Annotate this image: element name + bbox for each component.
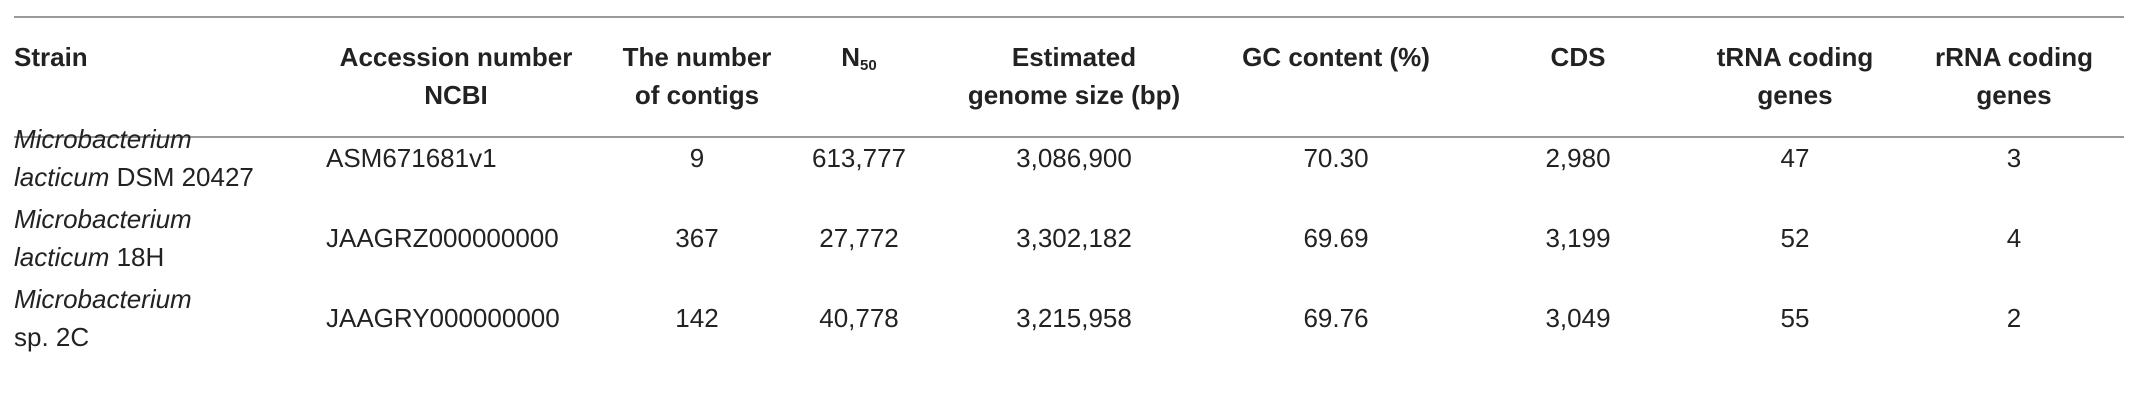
data-cell: 3,199 [1545, 223, 1611, 253]
data-cell: 40,778 [819, 303, 899, 333]
data-cell: 142 [675, 303, 719, 333]
header-cell: tRNA coding genes [1717, 38, 1873, 114]
header-cell: Accession number NCBI [340, 38, 573, 114]
strain-cell: Microbacterium lacticum DSM 20427 [14, 120, 254, 196]
strain-label: 18H [116, 242, 165, 272]
data-cell: 3,302,182 [1016, 223, 1132, 253]
strain-genus: Microbacterium [14, 124, 192, 154]
strain-label: sp. 2C [14, 322, 90, 352]
strain-genus: Microbacterium [14, 204, 192, 234]
header-line: GC content (%) [1242, 42, 1430, 72]
data-cell: 367 [675, 223, 719, 253]
strain-cell: Microbacterium sp. 2C [14, 280, 192, 356]
data-cell: JAAGRZ000000000 [326, 223, 559, 253]
strain-genus: lacticum [14, 162, 110, 192]
header-subscript: 50 [860, 57, 877, 74]
data-cell: 3,049 [1545, 303, 1611, 333]
header-cell: The number of contigs [623, 38, 772, 114]
header-line: Strain [14, 42, 88, 72]
header-cell: Strain [14, 38, 88, 76]
data-cell: 55 [1780, 303, 1810, 333]
data-cell: 4 [2006, 223, 2022, 253]
header-cell: Estimated genome size (bp) [968, 38, 1180, 114]
strain-label: DSM 20427 [116, 162, 254, 192]
data-cell: 52 [1780, 223, 1810, 253]
data-cell: 69.76 [1303, 303, 1369, 333]
header-line: CDS [1550, 42, 1606, 72]
header-line: NCBI [424, 80, 488, 110]
header-line: genome size (bp) [967, 80, 1181, 110]
data-cell: 613,777 [812, 143, 906, 173]
header-rule [14, 136, 2124, 138]
header-text: N [841, 42, 861, 72]
strain-line: lacticum DSM 20427 [14, 158, 254, 196]
data-cell: 69.69 [1303, 223, 1369, 253]
header-cell: N50 [841, 38, 876, 85]
header-line: rRNA coding [1935, 42, 2093, 72]
data-cell: 70.30 [1303, 143, 1369, 173]
strain-line: Microbacterium [14, 280, 192, 318]
header-line: Estimated [1011, 42, 1137, 72]
data-cell: 2,980 [1545, 143, 1611, 173]
data-cell: 2 [2006, 303, 2022, 333]
strain-cell: Microbacterium lacticum 18H [14, 200, 192, 276]
data-cell: 47 [1780, 143, 1810, 173]
strain-line: lacticum 18H [14, 238, 192, 276]
header-cell: CDS [1551, 38, 1606, 76]
data-cell: 3,086,900 [1016, 143, 1132, 173]
data-cell: 3,215,958 [1016, 303, 1132, 333]
strain-line: sp. 2C [14, 318, 192, 356]
header-line: Accession number [339, 42, 573, 72]
header-cell: rRNA coding genes [1935, 38, 2093, 114]
data-cell: JAAGRY000000000 [326, 303, 560, 333]
header-line: tRNA coding [1716, 42, 1874, 72]
data-cell: 3 [2006, 143, 2022, 173]
strain-genus: Microbacterium [14, 284, 192, 314]
strain-line: Microbacterium [14, 200, 192, 238]
header-line: N50 [841, 38, 876, 85]
header-line: genes [1976, 80, 2052, 110]
header-line: genes [1757, 80, 1833, 110]
data-cell: 9 [689, 143, 705, 173]
data-cell: 27,772 [819, 223, 899, 253]
top-rule [14, 16, 2124, 18]
strain-line: Microbacterium [14, 120, 254, 158]
data-cell: ASM671681v1 [326, 143, 497, 173]
header-line: The number [622, 42, 772, 72]
header-line: of contigs [634, 80, 760, 110]
header-cell: GC content (%) [1242, 38, 1430, 76]
strain-genus: lacticum [14, 242, 110, 272]
